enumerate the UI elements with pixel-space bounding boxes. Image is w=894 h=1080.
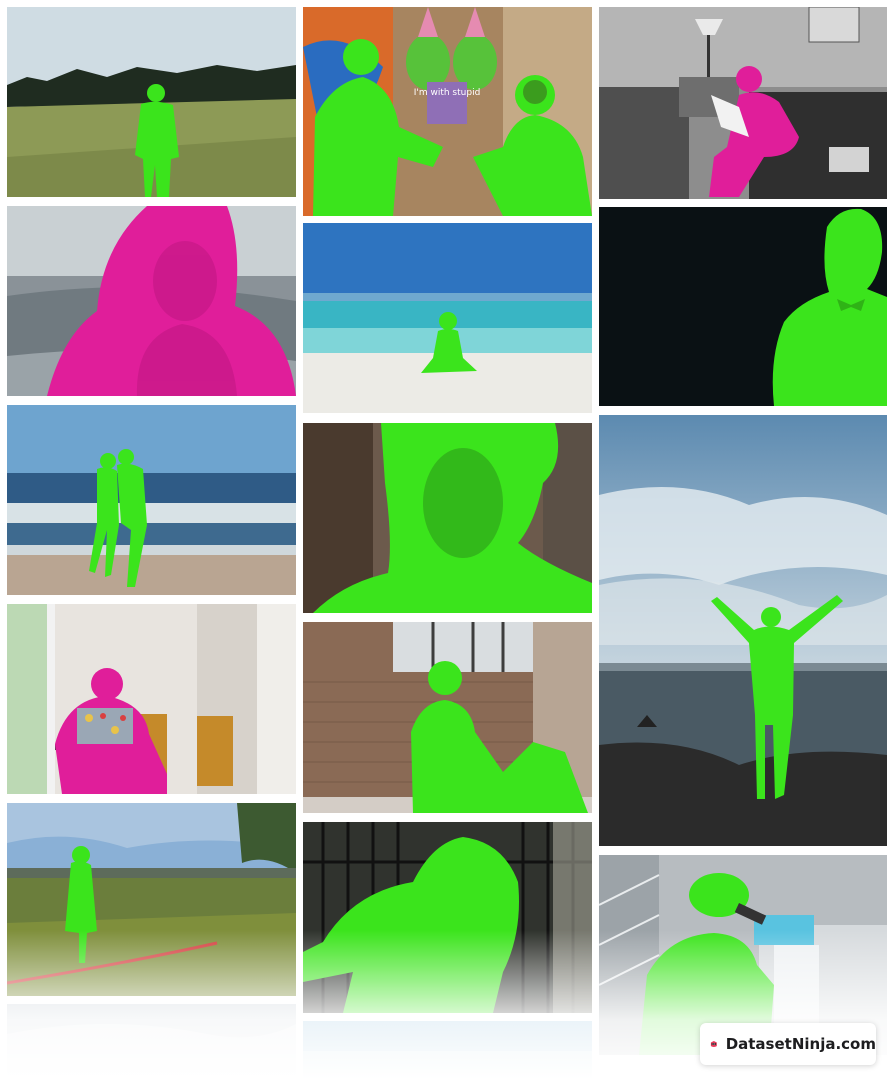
tile-hiker-field (7, 7, 296, 197)
people-mask (313, 39, 592, 216)
tile-woman-brick-wall (303, 622, 592, 813)
person-mask (709, 66, 799, 197)
couple-mask (89, 449, 147, 587)
person-mask (65, 846, 97, 963)
sign-text: I'm with stupid (414, 88, 481, 98)
person-mask (411, 661, 588, 813)
datasetninja-badge[interactable]: DatasetNinja.com (700, 1023, 876, 1065)
tile-partial-col1 (7, 1004, 296, 1080)
person-mask (135, 84, 179, 197)
tile-laptop-office (7, 604, 296, 794)
tile-woman-closeup-bangs (303, 423, 592, 613)
person-mask (711, 595, 843, 799)
tile-graffiti-couple: I'm with stupid (303, 7, 592, 216)
tile-bowtie-man-dark (599, 207, 887, 406)
tile-girl-sprinkler-field (7, 803, 296, 996)
tile-man-on-rock-sea (599, 415, 887, 846)
tile-reading-bw-room (599, 7, 887, 199)
tile-partial-col2 (303, 1021, 592, 1080)
ninja-logo-icon (710, 1041, 717, 1047)
tile-couple-beach-waves (7, 405, 296, 595)
tile-woman-sweater-portrait (7, 206, 296, 396)
tile-woman-fence-night (303, 822, 592, 1013)
badge-text: DatasetNinja.com (725, 1035, 876, 1053)
tile-beach-sitting (303, 223, 592, 413)
person-mask (421, 312, 477, 373)
person-mask (772, 208, 887, 406)
